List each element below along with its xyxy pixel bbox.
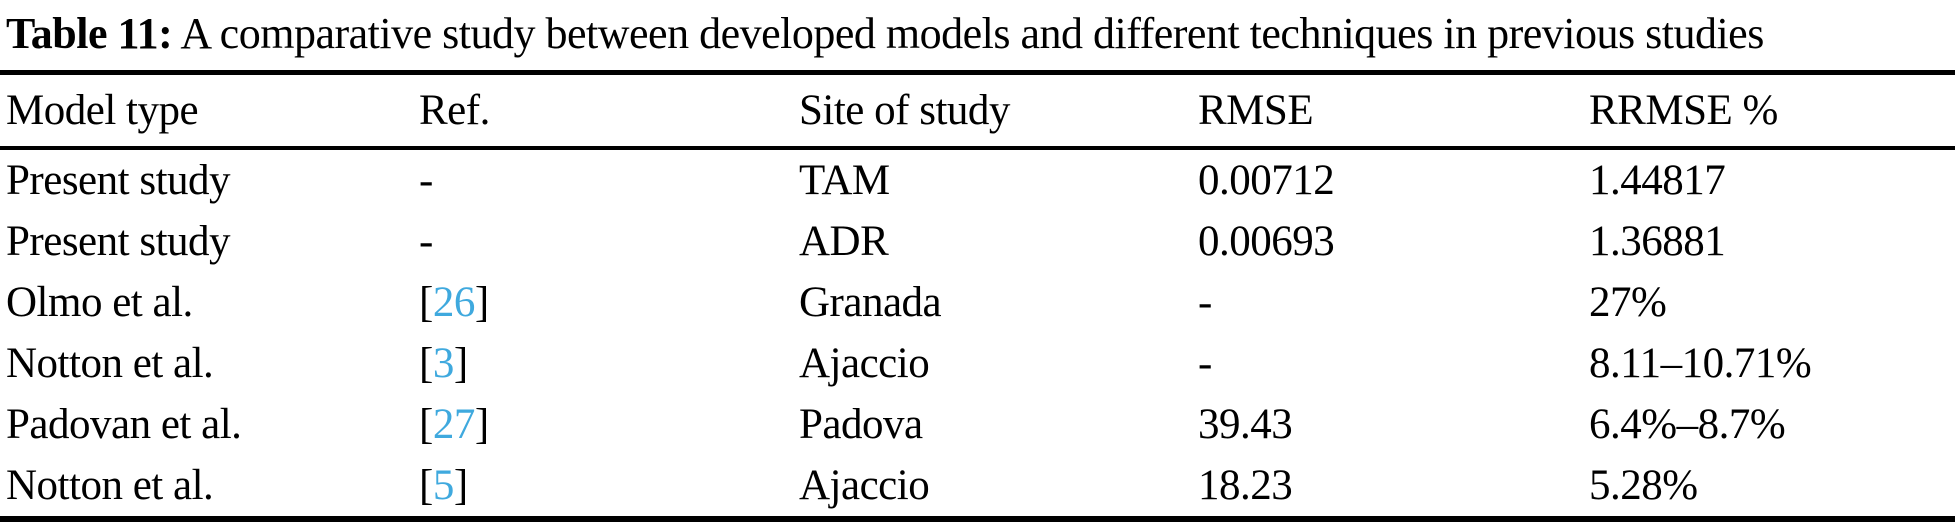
cell-ref: [26]: [413, 272, 793, 333]
cell-rrmse: 5.28%: [1589, 462, 1698, 509]
table-row: Padovan et al. [27] Padova 39.43 6.4%–8.…: [0, 394, 1955, 455]
cell-rrmse: 6.4%–8.7%: [1589, 401, 1786, 448]
citation-bracket-open: [: [419, 401, 433, 448]
cell-ref: [27]: [413, 394, 793, 455]
table-caption-text: A comparative study between developed mo…: [172, 9, 1764, 58]
cell-ref: -: [419, 218, 433, 265]
table-body: Present study - TAM 0.00712 1.44817 Pres…: [0, 148, 1955, 519]
cell-rrmse: 1.44817: [1589, 157, 1726, 204]
cell-model-type: Present study: [6, 218, 231, 265]
cell-rmse: -: [1198, 279, 1212, 326]
cell-rmse: 18.23: [1198, 462, 1293, 509]
cell-rrmse: 8.11–10.71%: [1589, 340, 1812, 387]
citation-bracket-close: ]: [453, 462, 468, 509]
header-row: Model type Ref. Site of study RMSE RRMSE…: [0, 72, 1955, 150]
cell-site: Padova: [799, 401, 923, 448]
cell-rmse: 0.00693: [1198, 218, 1335, 265]
citation-bracket-close: ]: [474, 401, 489, 448]
cell-model-type: Notton et al.: [6, 340, 214, 387]
table-row: Notton et al. [3] Ajaccio - 8.11–10.71%: [0, 333, 1955, 394]
table-row: Present study - TAM 0.00712 1.44817: [0, 148, 1955, 211]
table-row: Olmo et al. [26] Granada - 27%: [0, 272, 1955, 333]
table-caption: Table 11: A comparative study between de…: [0, 0, 1955, 70]
cell-rrmse: 1.36881: [1589, 218, 1726, 265]
citation-bracket-close: ]: [453, 340, 468, 387]
citation-bracket-open: [: [419, 279, 433, 326]
cell-model-type: Olmo et al.: [6, 279, 193, 326]
col-header-rrmse: RRMSE %: [1583, 72, 1955, 150]
cell-ref: [5]: [413, 455, 793, 519]
col-header-model-type: Model type: [0, 72, 413, 150]
cell-model-type: Notton et al.: [6, 462, 214, 509]
cell-site: ADR: [799, 218, 889, 265]
cell-rmse: 0.00712: [1198, 157, 1335, 204]
cell-rrmse: 27%: [1589, 279, 1667, 326]
col-header-site: Site of study: [793, 72, 1192, 150]
cell-model-type: Padovan et al.: [6, 401, 242, 448]
table-row: Present study - ADR 0.00693 1.36881: [0, 211, 1955, 272]
citation-link[interactable]: 27: [432, 401, 476, 448]
cell-rmse: 39.43: [1198, 401, 1293, 448]
citation-bracket-open: [: [419, 462, 433, 509]
cell-ref: [3]: [413, 333, 793, 394]
col-header-ref: Ref.: [413, 72, 793, 150]
cell-site: Ajaccio: [799, 462, 930, 509]
col-header-rmse: RMSE: [1192, 72, 1583, 150]
cell-ref: -: [419, 157, 433, 204]
cell-model-type: Present study: [6, 157, 231, 204]
citation-link[interactable]: 26: [432, 279, 476, 326]
citation-bracket-close: ]: [474, 279, 489, 326]
cell-site: Granada: [799, 279, 942, 326]
citation-bracket-open: [: [419, 340, 433, 387]
cell-rmse: -: [1198, 340, 1212, 387]
citation-link[interactable]: 3: [432, 340, 455, 387]
cell-site: Ajaccio: [799, 340, 930, 387]
cell-site: TAM: [799, 157, 890, 204]
citation-link[interactable]: 5: [432, 462, 455, 509]
table-row: Notton et al. [5] Ajaccio 18.23 5.28%: [0, 455, 1955, 519]
table-caption-label: Table 11:: [6, 9, 173, 58]
comparison-table: Model type Ref. Site of study RMSE RRMSE…: [0, 70, 1955, 522]
table-header: Model type Ref. Site of study RMSE RRMSE…: [0, 72, 1955, 150]
